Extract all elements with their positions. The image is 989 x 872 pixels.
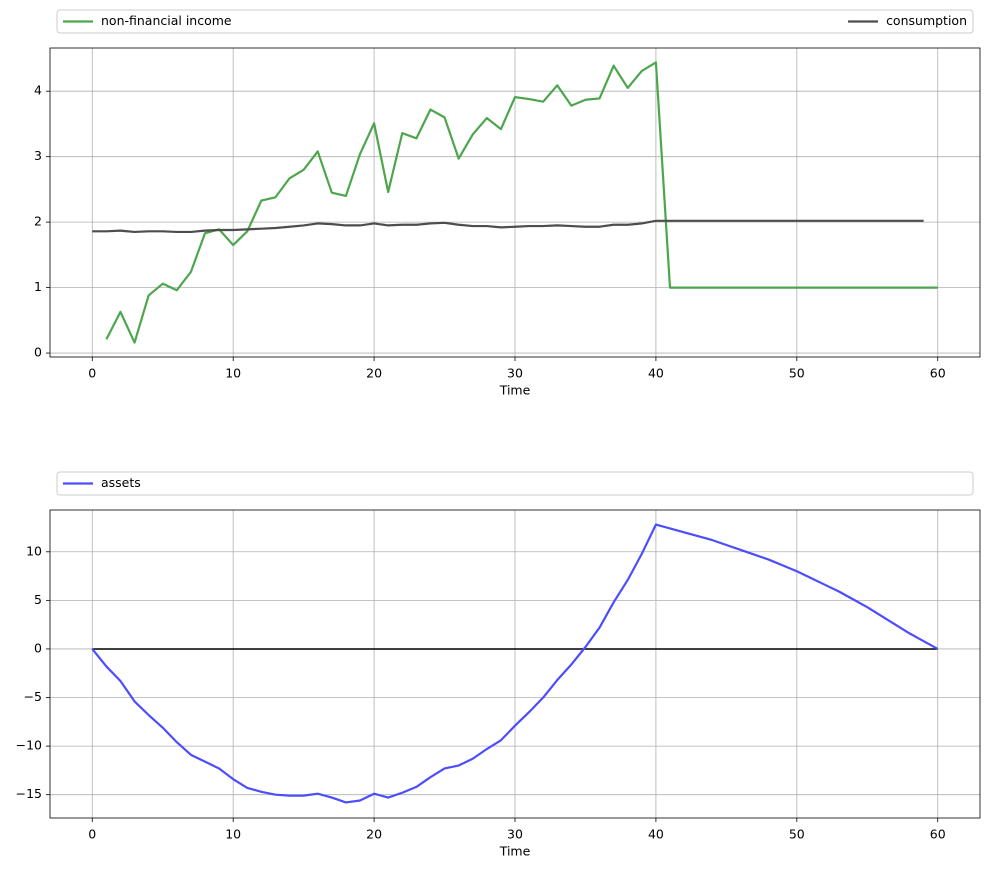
x-tick-label: 30 xyxy=(507,827,523,842)
series-line xyxy=(91,523,939,804)
series-line xyxy=(92,219,924,234)
legend-label: assets xyxy=(101,475,141,490)
y-tick-label: −10 xyxy=(16,738,42,753)
legend-label: non-financial income xyxy=(101,13,232,28)
x-tick-label: 50 xyxy=(789,827,805,842)
x-tick-label: 0 xyxy=(88,827,96,842)
axes-frame xyxy=(49,47,981,358)
x-tick-label: 60 xyxy=(930,827,946,842)
x-tick-label: 40 xyxy=(648,366,664,381)
y-tick-label: 10 xyxy=(26,543,42,558)
legend: non-financial income consumption xyxy=(56,9,974,34)
x-tick-label: 10 xyxy=(225,366,241,381)
x-tick-label: 10 xyxy=(225,827,241,842)
x-tick-label: 20 xyxy=(366,366,382,381)
y-tick-label: 0 xyxy=(34,640,42,655)
y-tick-label: 5 xyxy=(34,592,42,607)
x-axis-label: Time xyxy=(499,383,531,398)
axes-frame xyxy=(49,509,981,819)
x-tick-label: 50 xyxy=(789,366,805,381)
series-line xyxy=(105,61,938,344)
x-tick-label: 40 xyxy=(648,827,664,842)
x-tick-label: 30 xyxy=(507,366,523,381)
legend-frame xyxy=(56,471,974,496)
y-tick-label: 2 xyxy=(34,214,42,229)
legend: assets xyxy=(56,471,974,496)
x-tick-label: 60 xyxy=(930,366,946,381)
y-tick-label: −15 xyxy=(16,786,42,801)
x-tick-label: 20 xyxy=(366,827,382,842)
y-tick-label: 4 xyxy=(34,83,42,98)
y-tick-label: 3 xyxy=(34,148,42,163)
x-tick-label: 0 xyxy=(88,366,96,381)
y-tick-label: −5 xyxy=(24,689,42,704)
subplot: 0 10 20 30 40 50 60 −15 −10 −5 0 5 10 Time assets xyxy=(16,471,981,859)
y-tick-label: 1 xyxy=(34,279,42,294)
y-tick-label: 0 xyxy=(34,345,42,360)
legend-label: consumption xyxy=(886,13,967,28)
legend-frame xyxy=(56,9,974,34)
x-axis-label: Time xyxy=(499,844,531,859)
subplot: 0 10 20 30 40 50 60 0 1 2 3 4 Time non-financial inco… xyxy=(34,9,981,398)
